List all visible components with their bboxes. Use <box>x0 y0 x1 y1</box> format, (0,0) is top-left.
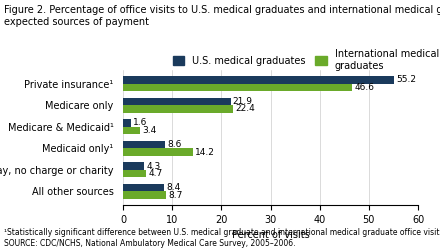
Text: 22.4: 22.4 <box>235 104 255 114</box>
Text: 55.2: 55.2 <box>396 76 416 84</box>
Bar <box>123 148 193 156</box>
Text: 3.4: 3.4 <box>142 126 156 135</box>
Text: 46.6: 46.6 <box>354 83 374 92</box>
Text: 14.2: 14.2 <box>195 148 215 156</box>
Bar <box>123 98 231 105</box>
Bar <box>123 170 146 177</box>
Text: 1.6: 1.6 <box>133 118 147 128</box>
Bar <box>123 191 166 199</box>
Text: 8.6: 8.6 <box>167 140 182 149</box>
Bar <box>123 105 233 113</box>
Bar <box>123 141 165 148</box>
Text: 8.4: 8.4 <box>166 183 181 192</box>
Bar <box>123 184 165 191</box>
Text: Figure 2. Percentage of office visits to U.S. medical graduates and internationa: Figure 2. Percentage of office visits to… <box>4 5 440 26</box>
Bar <box>123 76 394 84</box>
Text: 4.3: 4.3 <box>146 162 161 170</box>
Legend: U.S. medical graduates, International medical
graduates: U.S. medical graduates, International me… <box>169 45 440 74</box>
Text: 21.9: 21.9 <box>233 97 253 106</box>
X-axis label: Percent of visits: Percent of visits <box>232 230 309 240</box>
Text: 8.7: 8.7 <box>168 190 182 200</box>
Bar <box>123 162 144 170</box>
Bar <box>123 84 352 91</box>
Bar <box>123 119 131 127</box>
Bar <box>123 127 140 134</box>
Text: 4.7: 4.7 <box>148 169 162 178</box>
Text: ¹Statistically significant difference between U.S. medical graduate and internat: ¹Statistically significant difference be… <box>4 228 440 248</box>
